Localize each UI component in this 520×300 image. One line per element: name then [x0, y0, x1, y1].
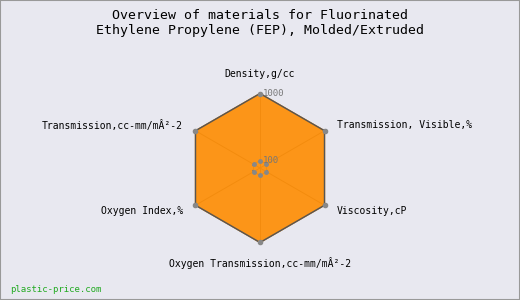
Text: Density,g/cc: Density,g/cc: [225, 69, 295, 80]
Text: plastic-price.com: plastic-price.com: [10, 285, 102, 294]
Text: Oxygen Index,%: Oxygen Index,%: [100, 206, 183, 216]
Text: Overview of materials for Fluorinated
Ethylene Propylene (FEP), Molded/Extruded: Overview of materials for Fluorinated Et…: [96, 9, 424, 37]
Polygon shape: [196, 94, 324, 242]
Text: Transmission,cc-mm/mÂ²-2: Transmission,cc-mm/mÂ²-2: [42, 120, 183, 131]
Text: Viscosity,cP: Viscosity,cP: [337, 206, 408, 216]
Text: 1000: 1000: [263, 89, 284, 98]
Text: Transmission, Visible,%: Transmission, Visible,%: [337, 120, 472, 130]
Text: 100: 100: [263, 156, 279, 165]
Text: Oxygen Transmission,cc-mm/mÂ²-2: Oxygen Transmission,cc-mm/mÂ²-2: [169, 256, 351, 268]
